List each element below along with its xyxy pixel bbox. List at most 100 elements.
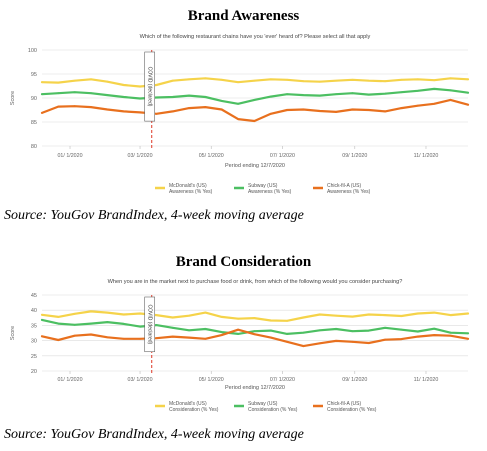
legend-label: McDonald's (US) Awareness (% Yes) bbox=[169, 183, 213, 195]
legend-label-line: McDonald's (US) bbox=[169, 183, 207, 189]
data-point bbox=[57, 81, 60, 84]
data-point bbox=[467, 337, 469, 340]
data-point bbox=[286, 319, 288, 322]
data-point bbox=[318, 80, 321, 83]
legend-label-line: McDonald's (US) bbox=[169, 401, 207, 407]
data-point bbox=[253, 330, 256, 333]
data-point bbox=[171, 79, 174, 82]
data-point bbox=[41, 111, 43, 114]
data-point bbox=[367, 342, 370, 344]
data-point bbox=[139, 312, 141, 315]
data-point bbox=[57, 105, 60, 108]
data-point bbox=[318, 329, 321, 332]
data-point bbox=[416, 330, 419, 333]
y-axis-label: Score bbox=[10, 326, 16, 340]
data-point bbox=[139, 337, 141, 340]
y-tick-label: 20 bbox=[31, 369, 37, 375]
data-point bbox=[286, 78, 288, 81]
data-point bbox=[433, 334, 436, 337]
legend-label-line: Awareness (% Yes) bbox=[327, 189, 371, 195]
y-tick-label: 100 bbox=[28, 48, 37, 54]
data-point bbox=[367, 313, 370, 316]
data-point bbox=[351, 315, 354, 318]
data-point bbox=[384, 110, 387, 113]
chart-subtitle: When you are in the market next to purch… bbox=[108, 279, 403, 285]
data-point bbox=[139, 97, 141, 100]
x-tick-label: 05/ 1/2020 bbox=[199, 377, 224, 383]
data-point bbox=[155, 337, 158, 340]
data-point bbox=[106, 311, 109, 314]
data-point bbox=[171, 110, 174, 113]
data-point bbox=[253, 99, 256, 101]
data-point bbox=[335, 340, 338, 342]
data-point bbox=[41, 313, 43, 316]
data-point bbox=[188, 336, 190, 339]
covid-marker-box bbox=[144, 51, 156, 122]
data-point bbox=[155, 314, 158, 316]
data-point bbox=[237, 118, 239, 121]
data-point bbox=[204, 106, 207, 109]
data-point bbox=[171, 316, 174, 319]
data-point bbox=[384, 326, 387, 329]
data-point bbox=[286, 109, 288, 111]
data-point bbox=[90, 106, 92, 109]
data-point bbox=[90, 322, 92, 325]
data-point bbox=[73, 105, 76, 108]
data-point bbox=[416, 335, 419, 338]
data-point bbox=[90, 333, 92, 336]
data-point bbox=[416, 312, 419, 315]
data-point bbox=[122, 84, 125, 86]
source-note: Source: YouGov BrandIndex, 4-week moving… bbox=[4, 427, 304, 442]
data-point bbox=[41, 81, 43, 84]
legend-label: Chick-fil-A (US) Consideration (% Yes) bbox=[327, 401, 377, 413]
data-point bbox=[269, 319, 272, 322]
series-line bbox=[40, 98, 470, 123]
data-point bbox=[335, 111, 338, 113]
data-point bbox=[122, 96, 125, 98]
data-point bbox=[155, 84, 158, 86]
legend-label-line: Awareness (% Yes) bbox=[248, 189, 292, 195]
data-point bbox=[302, 316, 305, 319]
data-point bbox=[400, 328, 403, 331]
data-point bbox=[269, 329, 272, 332]
data-point bbox=[302, 80, 305, 83]
chart-heading: Brand Awareness bbox=[187, 8, 300, 24]
legend-label: McDonald's (US) Consideration (% Yes) bbox=[169, 401, 219, 413]
data-point bbox=[384, 92, 387, 95]
data-point bbox=[467, 78, 469, 81]
data-point bbox=[155, 324, 158, 326]
data-point bbox=[351, 108, 354, 111]
data-point bbox=[106, 80, 109, 83]
data-point bbox=[237, 328, 239, 331]
data-point bbox=[41, 335, 43, 338]
chart-subtitle: Which of the following restaurant chains… bbox=[140, 34, 371, 40]
legend-label-line: Subway (US) bbox=[248, 401, 278, 407]
data-point bbox=[204, 77, 207, 80]
data-point bbox=[318, 342, 321, 345]
data-point bbox=[318, 313, 321, 316]
data-point bbox=[302, 94, 305, 97]
series-line bbox=[40, 77, 470, 88]
x-tick-label: 05/ 1/2020 bbox=[199, 153, 224, 159]
x-axis-label: Period ending 12/7/2020 bbox=[225, 163, 285, 169]
data-point bbox=[400, 338, 403, 340]
series-line bbox=[40, 87, 470, 105]
data-point bbox=[318, 94, 321, 97]
data-point bbox=[106, 108, 109, 111]
data-point bbox=[90, 310, 92, 313]
data-point bbox=[253, 317, 256, 320]
legend-label-line: Chick-fil-A (US) bbox=[327, 401, 362, 407]
data-point bbox=[171, 335, 174, 338]
data-point bbox=[122, 322, 125, 325]
data-point bbox=[188, 94, 190, 97]
data-point bbox=[73, 91, 76, 94]
data-point bbox=[433, 87, 436, 90]
data-point bbox=[204, 328, 207, 330]
x-tick-label: 11/ 1/2020 bbox=[414, 153, 439, 159]
data-point bbox=[237, 102, 239, 105]
legend-label: Chick-fil-A (US) Awareness (% Yes) bbox=[327, 183, 371, 195]
data-point bbox=[335, 79, 338, 82]
data-point bbox=[106, 336, 109, 339]
legend-label: Subway (US) Awareness (% Yes) bbox=[248, 183, 292, 195]
data-point bbox=[122, 313, 125, 316]
